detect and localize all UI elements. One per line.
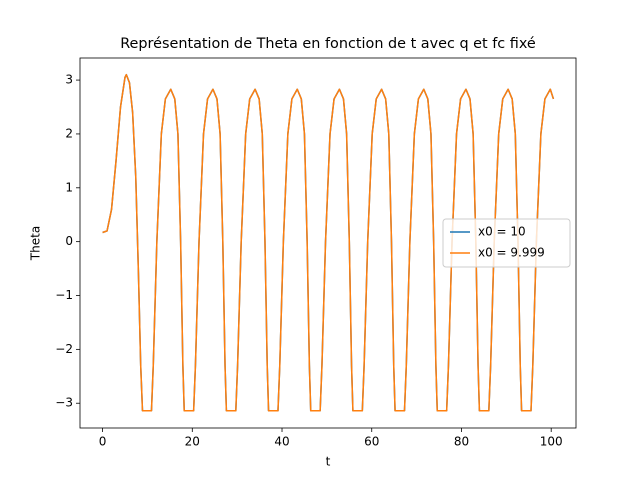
plot-frame	[79, 57, 577, 429]
x-tick-label: 0	[99, 435, 107, 449]
legend-label: x0 = 9.999	[478, 246, 545, 260]
legend-box	[442, 218, 571, 268]
x-tick-label: 60	[364, 435, 379, 449]
legend-label: x0 = 10	[478, 225, 526, 239]
x-axis-label: t	[326, 455, 331, 469]
y-axis-label: Theta	[29, 226, 43, 261]
x-tick-label: 80	[454, 435, 469, 449]
x-tick-label: 40	[274, 435, 289, 449]
y-tick-label: −3	[55, 396, 73, 410]
y-tick-label: −1	[55, 288, 73, 302]
y-tick-label: 0	[65, 234, 73, 248]
y-tick-label: 3	[65, 73, 73, 87]
x-tick-label: 20	[185, 435, 200, 449]
chart-title: Représentation de Theta en fonction de t…	[120, 36, 536, 52]
y-tick-label: −2	[55, 342, 73, 356]
y-tick-label: 2	[65, 126, 73, 140]
y-tick-label: 1	[65, 180, 73, 194]
x-tick-label: 100	[540, 435, 563, 449]
line-series	[102, 73, 555, 412]
